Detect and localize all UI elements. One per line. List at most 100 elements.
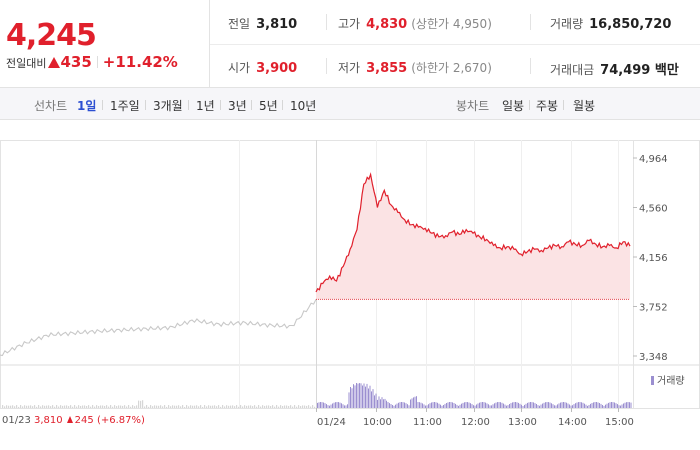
volume-bar <box>518 402 519 408</box>
y-tick-label: 4,964 <box>639 154 668 165</box>
volume-bar <box>453 403 455 408</box>
prev-volume-bar <box>212 405 214 408</box>
prev-volume-bar <box>96 405 98 408</box>
prev-volume-bar <box>84 405 86 408</box>
price-area-fill <box>316 174 630 300</box>
prev-volume-bar <box>260 406 262 408</box>
volume-bar <box>404 402 405 408</box>
volume-bar <box>420 402 422 408</box>
volume-bar <box>501 402 503 408</box>
volume-bar <box>341 403 342 408</box>
y-tick-label: 3,752 <box>639 303 668 314</box>
tab-period-3y[interactable]: 3년 <box>228 99 247 113</box>
volume-bar <box>600 403 602 408</box>
prev-volume-bar <box>300 406 302 408</box>
price-box: 4,245 전일대비 435 +11.42% <box>0 0 210 88</box>
prev-volume-bar <box>54 406 56 408</box>
volume-bar <box>515 402 516 408</box>
volume-bar <box>614 402 615 408</box>
divider <box>530 58 531 74</box>
volume-bar <box>564 402 566 408</box>
volume-bar <box>338 402 339 408</box>
volume-bar <box>536 404 537 408</box>
prev-volume-bar <box>128 405 130 408</box>
open-label: 시가 <box>228 61 251 75</box>
volume-bar <box>620 405 621 408</box>
prev-volume-bar <box>230 405 232 408</box>
volume-bar <box>521 404 522 408</box>
volume-bar <box>585 404 587 408</box>
price-chart[interactable]: 4,964 4,560 4,156 3,752 3,348 01/24 10:00 11:00… <box>0 120 700 450</box>
volume-bar <box>372 389 374 408</box>
divider <box>220 100 221 110</box>
prev-day-change: 245 <box>74 415 94 426</box>
prev-volume-bar <box>142 400 144 408</box>
divider <box>210 44 700 45</box>
volume-bar <box>618 405 620 408</box>
volume-bar <box>425 405 426 408</box>
volume-bar <box>557 404 558 408</box>
volume-bar <box>584 403 585 408</box>
tab-period-1y[interactable]: 1년 <box>196 99 215 113</box>
volume-bar <box>497 402 498 408</box>
prev-volume-bar <box>110 405 112 408</box>
tab-candle-weekly[interactable]: 주봉 <box>536 99 559 113</box>
tab-period-5y[interactable]: 5년 <box>259 99 278 113</box>
prev-volume-bar <box>268 405 270 408</box>
volume-bar <box>393 405 395 408</box>
prev-volume-bar <box>284 405 286 408</box>
prev-volume-bar <box>112 406 114 408</box>
volume-bar <box>489 405 491 408</box>
prev-volume-bar <box>50 406 52 408</box>
volume-bar <box>509 404 510 408</box>
volume-bar <box>605 404 606 408</box>
volume-bar <box>591 403 593 408</box>
volume-bar <box>494 403 495 408</box>
volume-bar <box>371 391 372 408</box>
prev-volume-bar <box>204 405 206 408</box>
tab-period-3m[interactable]: 3개월 <box>153 99 183 113</box>
volume-bar <box>615 403 617 408</box>
volume-bar <box>384 398 386 408</box>
prev-volume-bar <box>202 406 204 408</box>
volume-bar <box>578 402 579 408</box>
volume-bar <box>594 402 596 408</box>
prev-volume-bar <box>216 406 218 408</box>
prev-volume-bar <box>118 405 120 408</box>
volume-bar <box>531 402 533 408</box>
prev-volume-bar <box>296 406 298 408</box>
tab-period-1w[interactable]: 1주일 <box>110 99 140 113</box>
volume-bar <box>560 402 561 408</box>
prev-volume-bar <box>246 405 248 408</box>
stat-prev-close: 전일 3,810 <box>228 15 297 32</box>
prev-volume-bar <box>60 405 62 408</box>
volume-bar <box>428 404 429 408</box>
volume-value: 16,850,720 <box>589 17 672 32</box>
tab-candle-monthly[interactable]: 월봉 <box>573 99 596 113</box>
prev-volume-bar <box>250 405 252 408</box>
prev-volume-bar <box>188 406 190 408</box>
volume-bar <box>390 404 392 408</box>
prev-volume-bar <box>308 405 310 408</box>
volume-bar <box>524 404 525 408</box>
prev-volume-bar <box>160 405 162 408</box>
tab-period-1d[interactable]: 1일 <box>77 99 97 113</box>
divider <box>529 100 530 110</box>
volume-bar <box>348 392 350 408</box>
prev-volume-bar <box>100 405 102 408</box>
volume-bar <box>359 383 360 408</box>
prev-volume-bar <box>26 405 28 408</box>
volume-bar <box>375 393 377 408</box>
volume-bar <box>411 398 413 408</box>
volume-bar <box>500 402 501 408</box>
price-chart-svg: 4,964 4,560 4,156 3,752 3,348 01/24 10:00 11:00… <box>0 140 700 428</box>
tab-period-10y[interactable]: 10년 <box>290 99 317 113</box>
tab-candle-daily[interactable]: 일봉 <box>502 99 525 113</box>
volume-bar <box>486 403 488 408</box>
high-value: 4,830 <box>366 17 408 32</box>
volume-bar <box>468 402 470 408</box>
x-tick-label: 13:00 <box>508 417 537 428</box>
prev-volume-bar <box>120 405 122 408</box>
volume-bar <box>623 403 624 408</box>
amount-value: 74,499 백만 <box>600 63 679 78</box>
